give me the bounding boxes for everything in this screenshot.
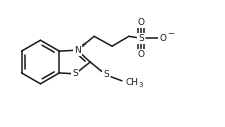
Text: O: O <box>137 18 144 27</box>
Text: S: S <box>72 69 78 78</box>
Text: CH: CH <box>125 78 138 87</box>
Text: N: N <box>74 46 80 55</box>
Text: S: S <box>103 70 108 79</box>
Text: O: O <box>137 50 144 59</box>
Text: −: − <box>166 29 173 38</box>
Text: S: S <box>137 34 143 43</box>
Text: 3: 3 <box>138 82 143 88</box>
Text: +: + <box>80 42 86 48</box>
Text: O: O <box>159 34 166 43</box>
